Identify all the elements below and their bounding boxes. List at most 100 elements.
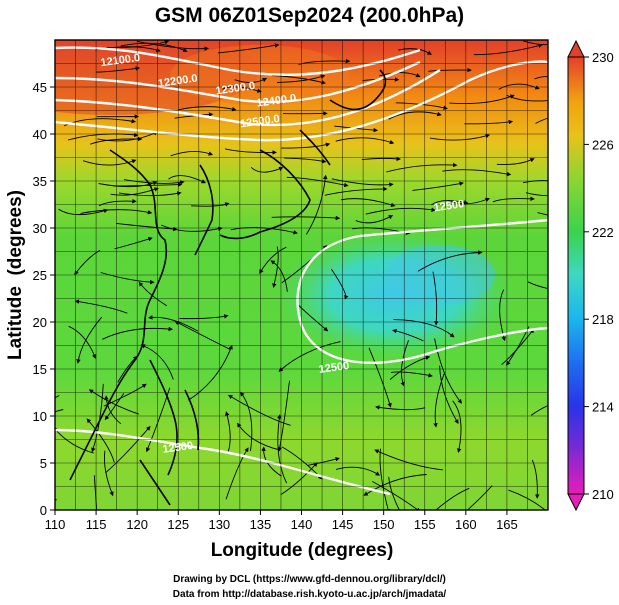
colorbar-top-arrow: [567, 39, 585, 58]
coastlines: [69, 69, 387, 506]
streamline: [324, 186, 388, 196]
streamline: [506, 94, 548, 102]
streamline: [390, 371, 433, 378]
streamline: [530, 404, 548, 416]
y-tick-label: 30: [33, 221, 47, 236]
streamline: [535, 117, 548, 124]
streamline: [392, 328, 424, 342]
colorbar-tick-label: 226: [592, 137, 614, 152]
streamline: [398, 48, 432, 55]
streamline: [331, 178, 394, 187]
contour-line: [55, 428, 391, 496]
y-axis-label: Latitude (degrees): [5, 190, 26, 360]
streamline: [442, 169, 512, 177]
colorbar: 210 214 218 222 226 230: [567, 39, 614, 512]
contour-label: 12400.0: [256, 92, 297, 109]
streamline: [537, 212, 548, 216]
x-tick-label: 145: [332, 517, 354, 532]
streamline: [82, 159, 137, 166]
y-axis: 0 5 10 15 20 25 30 35 40 45: [33, 80, 55, 518]
streamline: [296, 303, 329, 332]
streamline: [174, 320, 231, 350]
streamline: [281, 142, 331, 149]
streamline: [508, 489, 546, 510]
streamline: [464, 119, 514, 125]
streamline: [277, 414, 288, 484]
streamline: [58, 208, 109, 216]
streamline: [217, 43, 280, 54]
streamline: [88, 389, 139, 415]
y-tick-label: 20: [33, 315, 47, 330]
streamline: [117, 355, 138, 383]
streamline: [496, 158, 535, 165]
streamline: [452, 400, 462, 454]
streamline: [100, 272, 155, 285]
streamline: [145, 387, 171, 453]
contour-label: 12500: [162, 440, 194, 456]
streamline: [68, 325, 97, 359]
streamline: [371, 481, 421, 510]
streamline: [170, 151, 214, 157]
x-tick-label: 140: [291, 517, 313, 532]
streamline: [501, 328, 535, 366]
x-tick-label: 125: [167, 517, 189, 532]
streamline: [393, 319, 455, 338]
streamline: [395, 102, 448, 110]
wind-streamlines: [55, 40, 548, 510]
streamline: [527, 281, 548, 289]
x-tick-label: 130: [208, 517, 230, 532]
streamline: [116, 222, 178, 232]
contour-label: 12200.0: [157, 73, 198, 90]
streamline: [55, 426, 94, 454]
streamline: [240, 391, 253, 452]
streamline: [114, 182, 183, 187]
contour-label: 12500: [433, 198, 465, 214]
streamline: [388, 476, 400, 510]
x-tick-label: 165: [496, 517, 518, 532]
streamline: [138, 281, 168, 307]
streamline: [534, 76, 548, 80]
x-axis-label: Longitude (degrees): [211, 540, 394, 561]
y-tick-label: 40: [33, 127, 47, 142]
chart-title: GSM 06Z01Sep2024 (200.0hPa): [154, 4, 465, 27]
y-tick-label: 25: [33, 268, 47, 283]
y-tick-label: 15: [33, 362, 47, 377]
streamline: [355, 215, 394, 224]
x-tick-label: 120: [126, 517, 148, 532]
streamline: [417, 250, 483, 272]
streamline: [55, 395, 60, 399]
y-tick-label: 10: [33, 409, 47, 424]
streamline: [340, 198, 396, 207]
streamline: [374, 449, 444, 471]
streamline: [236, 422, 281, 451]
colorbar-bottom-arrow: [567, 493, 585, 512]
x-tick-label: 160: [455, 517, 477, 532]
colorbar-tick-label: 222: [592, 225, 614, 240]
credit-data: Data from http://database.rish.kyoto-u.a…: [172, 589, 447, 600]
y-tick-label: 5: [40, 456, 47, 471]
streamline: [67, 132, 139, 141]
streamline: [270, 260, 288, 292]
contour-label: 12500: [318, 360, 350, 376]
streamline: [276, 74, 326, 83]
streamline: [335, 137, 395, 145]
streamline: [104, 393, 125, 421]
streamline: [466, 485, 493, 510]
streamline: [334, 125, 379, 133]
streamline: [225, 411, 231, 454]
credit-drawing: Drawing by DCL (https://www.gfd-dennou.o…: [173, 574, 446, 585]
x-tick-label: 155: [414, 517, 436, 532]
streamline: [412, 181, 464, 191]
streamline: [55, 409, 64, 413]
streamline: [179, 314, 229, 320]
y-tick-label: 45: [33, 80, 47, 95]
streamline: [271, 215, 341, 221]
streamline: [363, 474, 427, 496]
streamline: [386, 162, 458, 173]
streamline: [174, 112, 214, 119]
streamline: [250, 166, 284, 173]
contour-label: 12100.0: [100, 52, 141, 69]
streamline: [227, 394, 291, 426]
